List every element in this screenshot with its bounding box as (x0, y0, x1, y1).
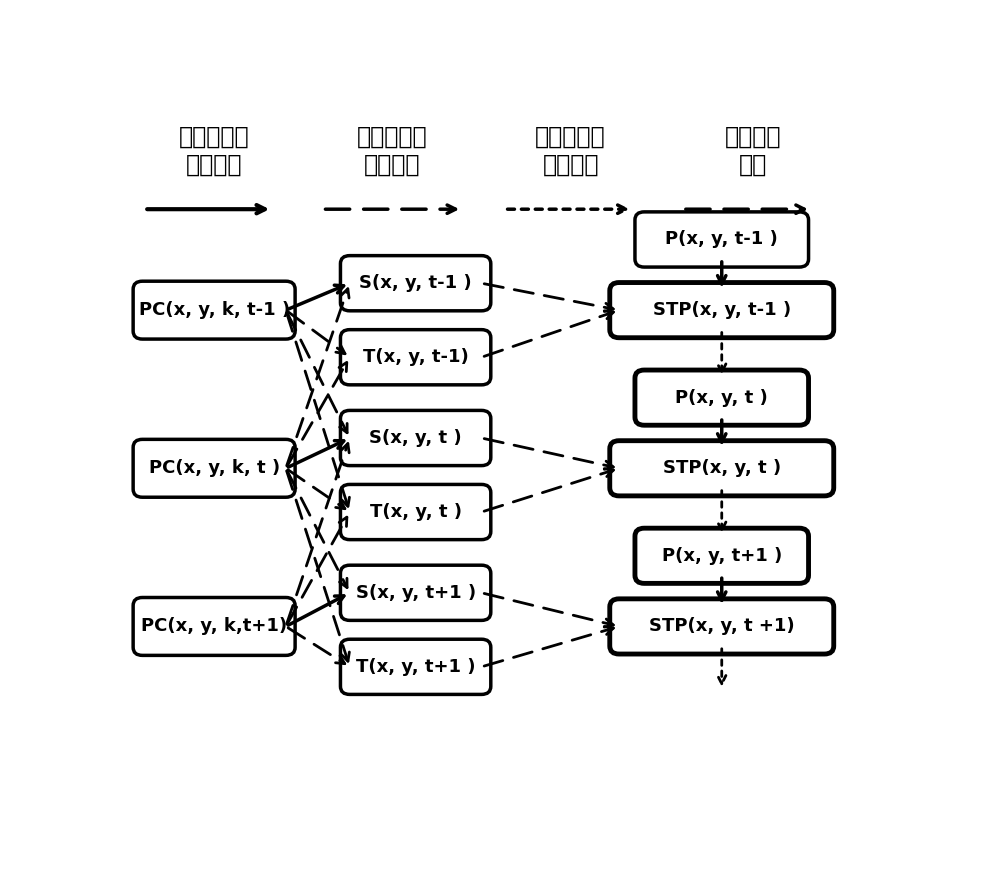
FancyBboxPatch shape (340, 329, 491, 385)
Text: 轨迹预测图
生成过程: 轨迹预测图 生成过程 (535, 125, 606, 177)
FancyBboxPatch shape (340, 484, 491, 539)
FancyBboxPatch shape (340, 255, 491, 311)
Text: 空间异常图
生成过程: 空间异常图 生成过程 (179, 125, 249, 177)
Text: 图像融合
过程: 图像融合 过程 (724, 125, 781, 177)
Text: STP(x, y, t ): STP(x, y, t ) (663, 460, 781, 477)
Text: T(x, y, t-1): T(x, y, t-1) (363, 348, 468, 366)
Text: PC(x, y, k, t ): PC(x, y, k, t ) (149, 460, 280, 477)
FancyBboxPatch shape (340, 565, 491, 621)
FancyBboxPatch shape (635, 370, 809, 426)
Text: T(x, y, t ): T(x, y, t ) (370, 503, 462, 521)
Text: S(x, y, t+1 ): S(x, y, t+1 ) (356, 584, 476, 602)
FancyBboxPatch shape (133, 598, 295, 656)
Text: P(x, y, t ): P(x, y, t ) (675, 389, 768, 406)
FancyBboxPatch shape (635, 212, 809, 267)
FancyBboxPatch shape (610, 440, 834, 496)
Text: S(x, y, t-1 ): S(x, y, t-1 ) (359, 274, 472, 292)
FancyBboxPatch shape (133, 440, 295, 497)
Text: STP(x, y, t-1 ): STP(x, y, t-1 ) (653, 302, 791, 319)
Text: STP(x, y, t +1): STP(x, y, t +1) (649, 617, 795, 635)
FancyBboxPatch shape (340, 411, 491, 466)
FancyBboxPatch shape (340, 639, 491, 695)
FancyBboxPatch shape (133, 281, 295, 339)
FancyBboxPatch shape (635, 528, 809, 583)
Text: PC(x, y, k,t+1): PC(x, y, k,t+1) (141, 617, 287, 635)
Text: T(x, y, t+1 ): T(x, y, t+1 ) (356, 658, 475, 676)
Text: S(x, y, t ): S(x, y, t ) (369, 429, 462, 447)
FancyBboxPatch shape (610, 282, 834, 337)
Text: P(x, y, t-1 ): P(x, y, t-1 ) (665, 231, 778, 248)
FancyBboxPatch shape (610, 599, 834, 654)
Text: P(x, y, t+1 ): P(x, y, t+1 ) (662, 547, 782, 565)
Text: PC(x, y, k, t-1 ): PC(x, y, k, t-1 ) (139, 302, 290, 319)
Text: 时间异常图
生成过程: 时间异常图 生成过程 (357, 125, 428, 177)
